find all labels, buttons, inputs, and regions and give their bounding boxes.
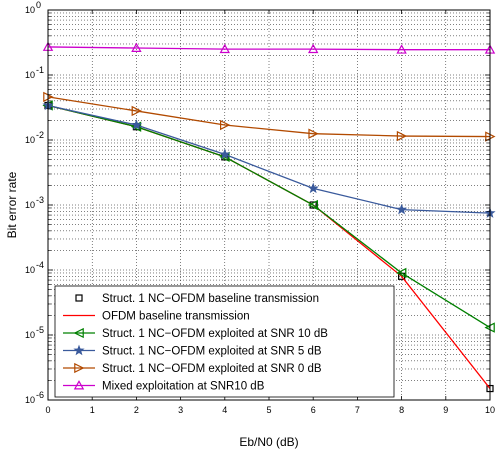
data-point bbox=[396, 267, 407, 279]
series-5 bbox=[42, 41, 496, 54]
y-tick-exponent: -1 bbox=[36, 65, 44, 75]
legend-entry: OFDM baseline transmission bbox=[63, 311, 250, 323]
y-tick-exponent: -6 bbox=[36, 390, 44, 400]
x-axis-label: Eb/N0 (dB) bbox=[239, 435, 298, 449]
y-tick-label: 10 bbox=[25, 265, 35, 275]
x-ticks: 0 1 2 3 4 5 6 7 8 9 10 bbox=[45, 10, 495, 415]
legend-swatch-marker bbox=[73, 344, 85, 356]
data-point bbox=[131, 42, 142, 52]
x-tick-label: 10 bbox=[485, 405, 495, 415]
legend-label: Struct. 1 NC−OFDM exploited at SNR 10 dB bbox=[102, 328, 328, 340]
legend-entry: Struct. 1 NC−OFDM exploited at SNR 10 dB bbox=[63, 327, 328, 340]
x-tick-label: 6 bbox=[311, 405, 316, 415]
x-tick-label: 5 bbox=[266, 405, 271, 415]
legend-entry: Mixed exploitation at SNR10 dB bbox=[63, 380, 265, 393]
y-tick-exponent: -4 bbox=[36, 260, 44, 270]
data-point bbox=[396, 44, 407, 54]
x-tick-label: 2 bbox=[134, 405, 139, 415]
y-axis-label: Bit error rate bbox=[5, 171, 19, 238]
legend-label: OFDM baseline transmission bbox=[102, 311, 250, 323]
series-line bbox=[47, 96, 491, 138]
legend-entry: Struct. 1 NC−OFDM baseline transmission bbox=[75, 293, 319, 305]
legend-label: Mixed exploitation at SNR10 dB bbox=[102, 381, 265, 393]
data-point bbox=[219, 43, 231, 54]
legend-label: Struct. 1 NC−OFDM exploited at SNR 0 dB bbox=[102, 363, 322, 375]
y-tick-label: 10 bbox=[25, 70, 35, 80]
data-point bbox=[307, 182, 319, 194]
legend-label: Struct. 1 NC−OFDM baseline transmission bbox=[102, 293, 319, 305]
y-tick-exponent: 0 bbox=[36, 0, 41, 10]
x-tick-label: 8 bbox=[399, 405, 404, 415]
series-line bbox=[47, 104, 491, 329]
x-tick-label: 9 bbox=[443, 405, 448, 415]
series-line bbox=[47, 46, 490, 51]
legend-entry: Struct. 1 NC−OFDM exploited at SNR 5 dB bbox=[63, 344, 322, 358]
legend-swatch-marker bbox=[75, 294, 83, 302]
y-tick-label: 10 bbox=[25, 200, 35, 210]
legend-swatch-marker bbox=[73, 327, 84, 339]
data-point bbox=[396, 130, 408, 142]
legend-entry: Struct. 1 NC−OFDM exploited at SNR 0 dB bbox=[63, 362, 322, 375]
data-point bbox=[308, 128, 319, 139]
y-tick-label: 10 bbox=[25, 330, 35, 340]
legend-swatch-marker bbox=[73, 380, 85, 390]
x-tick-label: 3 bbox=[178, 405, 183, 415]
data-point bbox=[307, 199, 318, 211]
series-line bbox=[47, 104, 491, 214]
legend-label: Struct. 1 NC−OFDM exploited at SNR 5 dB bbox=[102, 346, 322, 358]
y-tick-exponent: -3 bbox=[36, 195, 44, 205]
y-tick-exponent: -5 bbox=[36, 325, 44, 335]
data-point bbox=[219, 148, 231, 160]
data-point bbox=[131, 105, 142, 117]
data-point bbox=[396, 203, 408, 215]
x-tick-label: 1 bbox=[90, 405, 95, 415]
legend-box bbox=[54, 285, 395, 398]
legend: Struct. 1 NC−OFDM baseline transmission O… bbox=[54, 285, 395, 398]
y-tick-label: 10 bbox=[25, 395, 35, 405]
x-tick-label: 4 bbox=[222, 405, 227, 415]
y-tick-label: 10 bbox=[25, 135, 35, 145]
x-tick-label: 7 bbox=[355, 405, 360, 415]
data-point bbox=[307, 43, 319, 54]
y-tick-exponent: -2 bbox=[36, 130, 44, 140]
y-tick-label: 10 bbox=[25, 5, 35, 15]
legend-swatch-marker bbox=[74, 362, 85, 374]
data-point bbox=[130, 119, 142, 130]
data-point bbox=[220, 119, 231, 131]
x-tick-label: 0 bbox=[45, 405, 50, 415]
